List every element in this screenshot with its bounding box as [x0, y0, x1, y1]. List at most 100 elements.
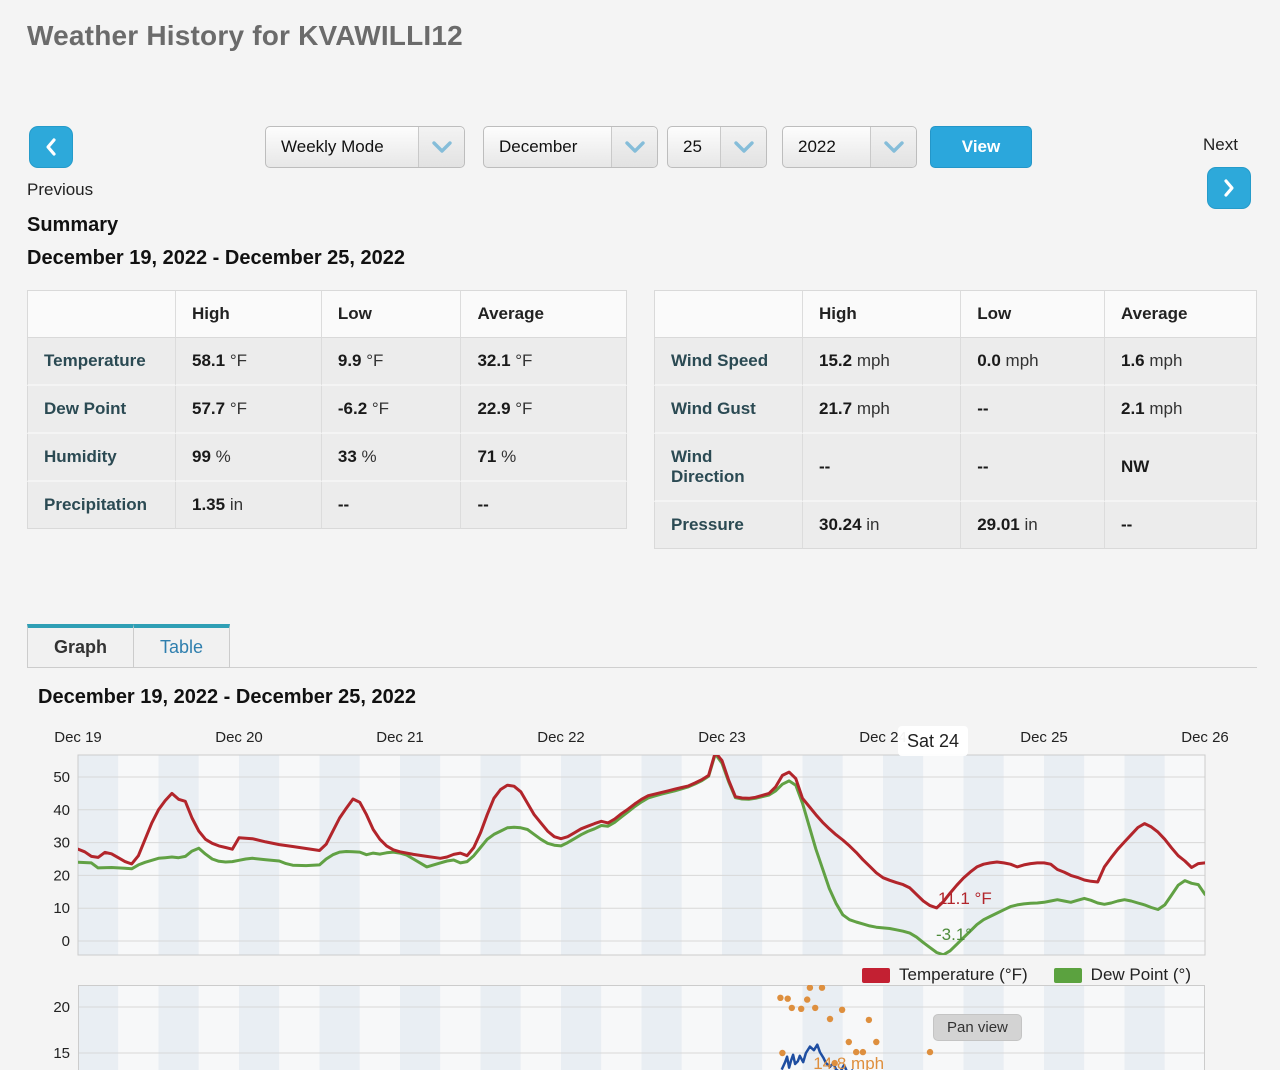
row-label: Precipitation [27, 482, 175, 529]
y-axis-label: 20 [53, 999, 70, 1016]
tab-graph[interactable]: Graph [27, 624, 135, 668]
wind-gust-point [826, 1015, 834, 1023]
tab-table[interactable]: Table [134, 624, 231, 668]
row-label: Humidity [27, 434, 175, 482]
year-select[interactable]: 2022 [782, 126, 917, 168]
tooltip-temperature-value: 11.1 °F [938, 889, 992, 908]
value-cell: 0.0 mph [960, 338, 1104, 386]
chevron-right-icon [1221, 178, 1237, 198]
table-row: Dew Point 57.7 °F -6.2 °F 22.9 °F [27, 386, 627, 434]
table-row: Wind Direction -- -- NW [654, 434, 1257, 502]
wind-chart[interactable]: 20 15 14.8 mph [0, 985, 1253, 1070]
chevron-left-icon [43, 137, 59, 157]
page-title: Weather History for KVAWILLI12 [27, 20, 463, 51]
x-axis-label: Dec 24 [859, 729, 907, 746]
pan-view-button[interactable]: Pan view [933, 1014, 1022, 1041]
wind-gust-point [838, 1006, 846, 1013]
value-cell: 15.2 mph [802, 338, 961, 386]
y-axis-label: 20 [53, 867, 70, 884]
wind-gust-point [873, 1038, 880, 1046]
row-label: Wind Direction [654, 434, 802, 502]
next-label: Next [1203, 135, 1238, 154]
table-row: Pressure 30.24 in 29.01 in -- [654, 502, 1257, 549]
day-select-value: 25 [683, 137, 702, 156]
tooltip-header: Sat 24 [907, 731, 959, 751]
column-header: High [802, 290, 961, 338]
wind-gust-point [853, 1048, 860, 1056]
y-axis-label: 40 [53, 802, 70, 819]
x-axis-label: Dec 19 [54, 729, 102, 746]
temperature-dewpoint-chart[interactable]: 0 10 20 30 40 50 Dec 19 Dec 20 Dec 21 Dec 22 Dec 2… [0, 724, 1253, 966]
column-header [654, 290, 802, 338]
wind-gust-point [784, 995, 791, 1002]
next-button[interactable] [1207, 167, 1251, 209]
column-header: Low [960, 290, 1104, 338]
summary-heading: Summary [27, 214, 119, 236]
value-cell: 1.6 mph [1103, 338, 1257, 386]
value-cell: 32.1 °F [460, 338, 627, 386]
column-header: Average [460, 290, 627, 338]
chevron-down-icon [720, 127, 766, 167]
column-header [27, 290, 175, 338]
row-label: Wind Speed [654, 338, 802, 386]
chart-title: December 19, 2022 - December 25, 2022 [38, 686, 417, 708]
wind-gust-point [926, 1048, 934, 1056]
y-axis-label: 15 [53, 1045, 70, 1062]
wind-gust-point [859, 1048, 867, 1056]
column-header: Average [1103, 290, 1257, 338]
mode-select[interactable]: Weekly Mode [265, 126, 465, 168]
wind-speed-annotation: 14.8 mph [813, 1054, 884, 1070]
value-cell: 29.01 in [960, 502, 1104, 549]
value-cell: 9.9 °F [320, 338, 461, 386]
chevron-down-icon [870, 127, 916, 167]
wind-gust-point [779, 1049, 786, 1057]
temperature-legend-swatch [862, 967, 890, 983]
value-cell: -- [1103, 502, 1257, 549]
view-button[interactable]: View [930, 126, 1032, 168]
month-select-value: December [499, 137, 578, 156]
table-row: Temperature 58.1 °F 9.9 °F 32.1 °F [27, 338, 627, 386]
chevron-down-icon [611, 127, 657, 167]
wind-gust-point [865, 1016, 873, 1024]
month-select[interactable]: December [483, 126, 658, 168]
value-cell: 2.1 mph [1103, 386, 1257, 434]
wind-gust-point [806, 985, 814, 991]
year-select-value: 2022 [798, 137, 836, 156]
row-label: Wind Gust [654, 386, 802, 434]
value-cell: -- [460, 482, 627, 529]
column-header: Low [320, 290, 461, 338]
value-cell: 99 % [175, 434, 321, 482]
x-axis-label: Dec 21 [376, 729, 424, 746]
dewpoint-legend-label: Dew Point (°) [1090, 965, 1191, 984]
temperature-legend-label: Temperature (°F) [899, 965, 1028, 984]
value-cell: 1.35 in [175, 482, 321, 529]
y-axis-label: 10 [53, 900, 70, 917]
value-cell: 21.7 mph [802, 386, 961, 434]
wind-gust-point [777, 994, 784, 1001]
x-axis-label: Dec 22 [537, 729, 585, 746]
plot-border [77, 754, 1206, 956]
row-label: Dew Point [27, 386, 175, 434]
tooltip-header-box [898, 726, 968, 756]
mode-select-value: Weekly Mode [281, 137, 384, 156]
value-cell: 57.7 °F [175, 386, 321, 434]
previous-button[interactable] [29, 126, 73, 168]
row-label: Temperature [27, 338, 175, 386]
y-axis-label: 30 [53, 835, 70, 852]
table-row: Humidity 99 % 33 % 71 % [27, 434, 627, 482]
chevron-down-icon [418, 127, 464, 167]
x-axis-label: Dec 20 [215, 729, 263, 746]
dew-point-line [78, 755, 1205, 955]
value-cell: -6.2 °F [320, 386, 461, 434]
table-header: High Low Average [27, 290, 627, 338]
tooltip-dewpoint-value: -3.1° [936, 925, 972, 944]
wind-summary-table: High Low Average Wind Speed 15.2 mph 0.0 mph… [654, 290, 1257, 549]
day-select[interactable]: 25 [667, 126, 767, 168]
wind-speed-line [780, 1043, 854, 1070]
y-axis-label: 0 [62, 933, 70, 950]
value-cell: -- [960, 434, 1104, 502]
y-axis-label: 50 [53, 769, 70, 786]
wind-gust-point [831, 1059, 838, 1067]
temperature-summary-table: High Low Average Temperature 58.1 °F 9.9 °F 3… [27, 290, 627, 529]
